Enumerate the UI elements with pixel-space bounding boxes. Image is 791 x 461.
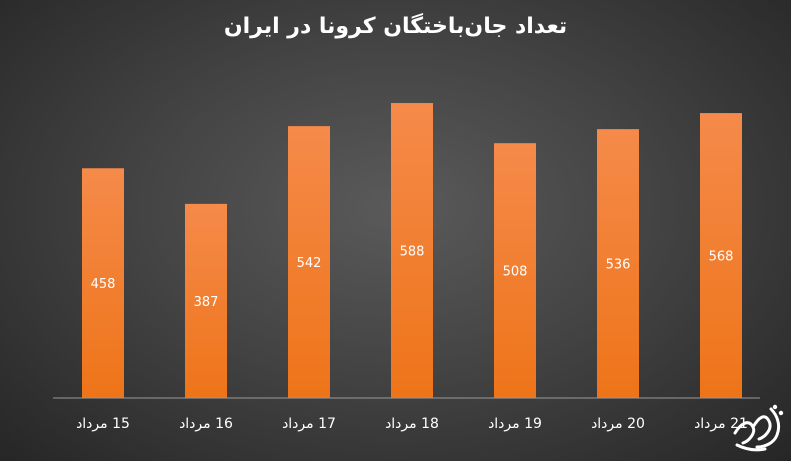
data-label-4: 588 <box>400 245 425 260</box>
data-label-2: 387 <box>194 295 219 310</box>
bar-4 <box>391 103 433 399</box>
data-label-3: 542 <box>297 256 322 271</box>
data-label-5: 508 <box>503 265 528 280</box>
data-label-6: 536 <box>606 258 631 273</box>
bar-3 <box>288 126 330 399</box>
x-tick-label-2: 16 مرداد <box>179 416 233 432</box>
x-tick-label-4: 18 مرداد <box>385 416 439 432</box>
data-label-1: 458 <box>91 277 116 292</box>
bar-1 <box>82 168 124 398</box>
chart-title: تعداد جان‌باختگان کرونا در ایران <box>223 14 568 39</box>
x-tick-label-7: 21 مرداد <box>694 416 748 432</box>
x-tick-label-5: 19 مرداد <box>488 416 542 432</box>
x-tick-label-6: 20 مرداد <box>591 416 645 432</box>
aviatan-logo <box>733 404 784 452</box>
bar-5 <box>494 143 536 398</box>
data-label-7: 568 <box>709 250 734 265</box>
bar-7 <box>700 113 742 399</box>
bar-2 <box>185 203 227 398</box>
labels-layer: 458 15 مرداد 387 16 مرداد 542 17 مرداد 588 18 م… <box>76 245 748 432</box>
x-tick-label-1: 15 مرداد <box>76 416 130 432</box>
x-tick-label-3: 17 مرداد <box>282 416 336 432</box>
bars-layer <box>82 103 742 399</box>
bar-6 <box>597 129 639 398</box>
